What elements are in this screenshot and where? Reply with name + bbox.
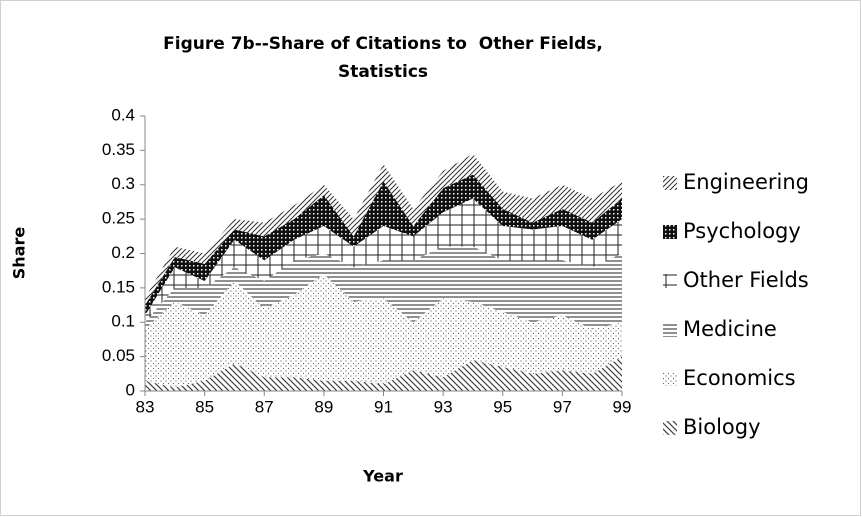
x-tick-label: 95 (493, 397, 512, 416)
area (145, 274, 622, 388)
y-tick-label: 0.1 (111, 312, 135, 331)
legend-swatch (663, 323, 677, 337)
area (145, 153, 622, 306)
legend-label: Biology (683, 415, 761, 439)
chart-title: Figure 7b--Share of Citations to Other F… (163, 34, 603, 54)
x-tick-label: 85 (195, 397, 214, 416)
x-tick-label: 89 (314, 397, 333, 416)
y-tick-label: 0.2 (111, 243, 135, 262)
legend-label: Engineering (683, 170, 809, 194)
chart-title: Statistics (338, 62, 428, 82)
area (145, 246, 622, 330)
legend-swatch (663, 176, 677, 190)
area (145, 356, 622, 391)
legend-label: Economics (683, 366, 796, 390)
legend-swatch (663, 274, 677, 288)
y-tick-label: 0.3 (111, 174, 135, 193)
x-tick-label: 93 (434, 397, 453, 416)
legend-label: Other Fields (683, 268, 809, 292)
area (145, 174, 622, 316)
legend-label: Medicine (683, 317, 777, 341)
y-tick-label: 0.15 (102, 277, 135, 296)
y-axis-label: Share (10, 227, 29, 280)
legend-label: Psychology (683, 219, 801, 243)
y-tick-label: 0.05 (102, 346, 135, 365)
y-tick-label: 0 (126, 380, 135, 399)
x-tick-label: 99 (613, 397, 632, 416)
area (145, 198, 622, 323)
legend-swatch (663, 225, 677, 239)
x-tick-label: 83 (136, 397, 155, 416)
y-tick-label: 0.35 (102, 140, 135, 159)
x-tick-label: 97 (553, 397, 572, 416)
y-tick-label: 0.4 (111, 105, 135, 124)
x-axis-label: Year (362, 467, 403, 486)
legend-swatch (663, 421, 677, 435)
y-tick-label: 0.25 (102, 209, 135, 228)
x-tick-label: 91 (374, 397, 393, 416)
x-tick-label: 87 (255, 397, 274, 416)
legend-swatch (663, 372, 677, 386)
